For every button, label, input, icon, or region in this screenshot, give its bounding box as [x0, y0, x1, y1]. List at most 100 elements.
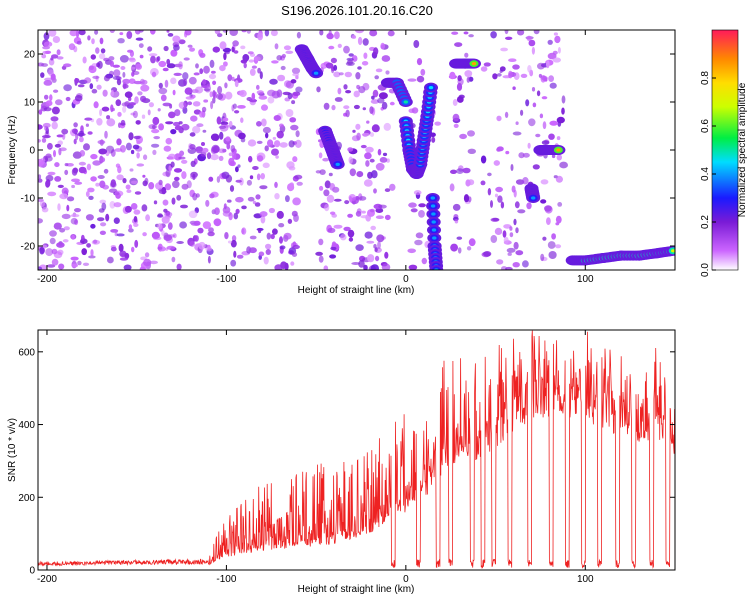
heatmap-speckle — [363, 179, 373, 187]
heatmap-speckle — [268, 207, 275, 214]
heatmap-speckle — [464, 52, 469, 58]
heatmap-speckle — [363, 264, 368, 270]
heatmap-speckle — [38, 178, 43, 183]
heatmap-speckle — [467, 130, 475, 137]
heatmap-speckle — [490, 235, 498, 243]
heatmap-speckle — [452, 99, 458, 106]
heatmap-speckle — [542, 236, 547, 241]
heatmap-speckle — [178, 61, 183, 70]
heatmap-speckle — [158, 179, 163, 186]
heatmap-speckle — [62, 133, 66, 140]
heatmap-speckle — [207, 231, 215, 237]
heatmap-speckle — [514, 201, 520, 209]
heatmap-speckle — [124, 91, 133, 98]
heatmap-speckle — [512, 86, 516, 90]
heatmap-speckle — [266, 232, 271, 240]
track-core — [431, 228, 437, 232]
heatmap-speckle — [295, 130, 300, 138]
heatmap-speckle — [252, 166, 259, 170]
heatmap-speckle — [205, 199, 210, 207]
heatmap-speckle — [174, 176, 180, 181]
heatmap-speckle — [345, 61, 355, 66]
heatmap-speckle — [226, 142, 231, 150]
heatmap-speckle — [199, 111, 204, 118]
heatmap-speckle — [174, 109, 181, 117]
heatmap-speckle — [276, 89, 283, 98]
heatmap-speckle — [126, 189, 132, 193]
heatmap-speckle — [88, 65, 94, 70]
heatmap-speckle — [325, 62, 334, 69]
track-core — [430, 196, 435, 200]
heatmap-speckle — [148, 53, 158, 57]
track-core — [335, 162, 340, 166]
heatmap-speckle — [162, 67, 169, 72]
heatmap-speckle — [467, 148, 476, 154]
heatmap-speckle — [68, 43, 76, 51]
heatmap-speckle — [116, 174, 124, 181]
heatmap-speckle — [153, 136, 160, 140]
heatmap-speckle — [78, 130, 84, 137]
heatmap-speckle — [189, 47, 195, 52]
heatmap-speckle — [353, 104, 360, 110]
heatmap-speckle — [76, 40, 82, 45]
heatmap-speckle — [197, 227, 204, 234]
heatmap-speckle — [212, 97, 216, 104]
x-tick-label: -100 — [216, 274, 236, 285]
heatmap-speckle — [38, 139, 41, 143]
heatmap-speckle — [262, 126, 271, 134]
heatmap-speckle — [201, 142, 205, 146]
heatmap-speckle — [348, 237, 354, 242]
track-core — [313, 71, 319, 75]
heatmap-speckle — [74, 208, 81, 213]
heatmap-speckle — [103, 75, 110, 82]
heatmap-speckle — [38, 124, 43, 130]
heatmap-speckle — [507, 252, 512, 256]
heatmap-speckle — [533, 30, 540, 35]
heatmap-speckle — [510, 164, 514, 171]
heatmap-speckle — [541, 140, 550, 146]
heatmap-speckle — [38, 266, 43, 270]
heatmap-speckle — [168, 111, 176, 119]
heatmap-speckle — [355, 30, 364, 34]
heatmap-speckle — [237, 105, 246, 109]
heatmap-speckle — [496, 259, 504, 265]
heatmap-speckle — [163, 45, 169, 52]
heatmap-speckle — [371, 95, 375, 100]
heatmap-speckle — [483, 62, 491, 67]
heatmap-speckle — [87, 131, 93, 135]
heatmap-speckle — [134, 96, 139, 104]
heatmap-speckle — [466, 76, 470, 83]
heatmap-speckle — [219, 131, 224, 140]
heatmap-speckle — [540, 253, 545, 262]
track-core — [431, 220, 436, 224]
heatmap-speckle — [116, 138, 122, 146]
heatmap-speckle — [49, 237, 56, 245]
heatmap-speckle — [414, 239, 423, 246]
heatmap-speckle — [503, 236, 509, 244]
heatmap-speckle — [50, 116, 59, 122]
heatmap-speckle — [39, 246, 45, 255]
heatmap-speckle — [277, 74, 286, 82]
heatmap-speckle — [292, 73, 300, 77]
heatmap-speckle — [373, 188, 377, 194]
heatmap-speckle — [53, 150, 56, 158]
heatmap-speckle — [148, 102, 154, 108]
heatmap-speckle — [43, 107, 52, 112]
heatmap-speckle — [104, 130, 108, 139]
heatmap-speckle — [181, 159, 188, 164]
heatmap-speckle — [295, 86, 303, 93]
heatmap-speckle — [38, 109, 43, 115]
heatmap-y-ticks: -20 -10 0 10 20 — [21, 50, 675, 253]
track-core — [428, 86, 434, 90]
heatmap-speckle — [202, 129, 207, 133]
heatmap-speckle — [230, 259, 237, 267]
heatmap-speckle — [100, 157, 106, 163]
heatmap-speckle — [91, 239, 101, 245]
heatmap-speckle — [291, 100, 296, 105]
heatmap-speckle — [53, 89, 59, 93]
heatmap-speckle — [288, 140, 295, 148]
heatmap-speckle — [362, 107, 366, 111]
heatmap-speckle — [38, 158, 45, 167]
heatmap-speckle — [235, 179, 242, 183]
